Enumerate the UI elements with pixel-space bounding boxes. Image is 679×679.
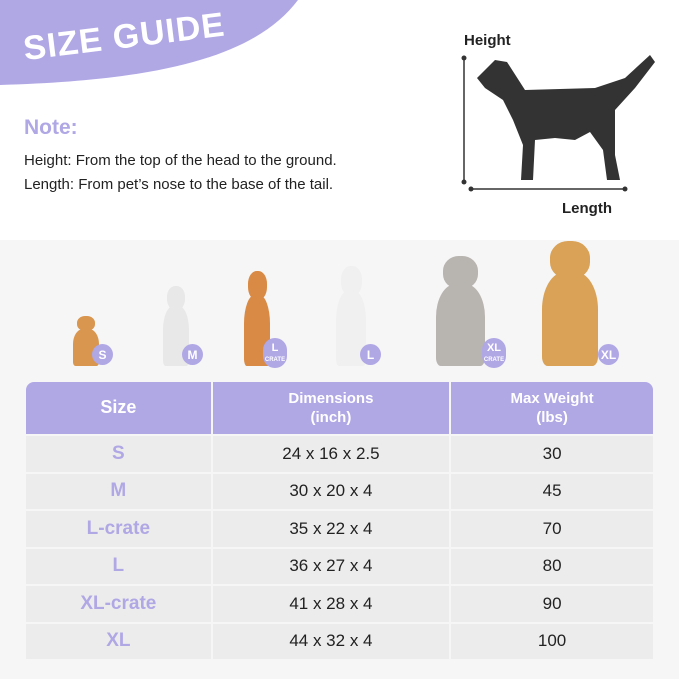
dog-photo: L CRATE xyxy=(238,271,287,368)
size-badge: L xyxy=(360,344,381,365)
size-badge-label: XL xyxy=(486,342,502,354)
weight-header-unit: (lbs) xyxy=(536,409,568,426)
weight-cell: 80 xyxy=(451,548,653,584)
weight-cell: 100 xyxy=(451,623,653,659)
dog-photo: S xyxy=(68,316,113,366)
size-header: Size xyxy=(26,382,211,434)
table-row: L-crate 35 x 22 x 4 70 xyxy=(26,511,653,547)
size-cell: M xyxy=(26,473,211,509)
size-badge: L CRATE xyxy=(263,338,287,368)
dimensions-cell: 41 x 28 x 4 xyxy=(212,586,450,622)
size-badge-label: L xyxy=(271,342,279,354)
dimensions-header: Dimensions (inch) xyxy=(212,382,450,434)
weight-cell: 45 xyxy=(451,473,653,509)
length-label: Length xyxy=(562,200,612,217)
size-cell: L-crate xyxy=(26,511,211,547)
dimensions-header-label: Dimensions xyxy=(288,389,374,407)
weight-header-label: Max Weight xyxy=(510,389,594,407)
weight-header: Max Weight (lbs) xyxy=(451,382,653,434)
size-badge: XL xyxy=(598,344,619,365)
size-cell: XL xyxy=(26,623,211,659)
size-cell: L xyxy=(26,548,211,584)
height-definition: Height: From the top of the head to the … xyxy=(24,152,337,169)
dimensions-cell: 35 x 22 x 4 xyxy=(212,511,450,547)
weight-cell: 70 xyxy=(451,511,653,547)
length-definition: Length: From pet’s nose to the base of t… xyxy=(24,176,334,193)
table-row: M 30 x 20 x 4 45 xyxy=(26,473,653,509)
table-row: S 24 x 16 x 2.5 30 xyxy=(26,436,653,472)
dog-photo: XL xyxy=(530,241,619,366)
table-row: L 36 x 27 x 4 80 xyxy=(26,548,653,584)
weight-cell: 30 xyxy=(451,436,653,472)
size-badge-sublabel: CRATE xyxy=(483,357,505,363)
size-badge: XL CRATE xyxy=(482,338,506,368)
table-row: XL 44 x 32 x 4 100 xyxy=(26,623,653,659)
weight-cell: 90 xyxy=(451,586,653,622)
size-cell: XL-crate xyxy=(26,586,211,622)
dimensions-header-unit: (inch) xyxy=(310,409,352,426)
title-banner xyxy=(0,0,298,85)
size-badge-label: M xyxy=(187,347,198,362)
dog-silhouette-icon xyxy=(461,55,655,192)
dimensions-cell: 36 x 27 x 4 xyxy=(212,548,450,584)
size-badge-sublabel: CRATE xyxy=(264,357,286,363)
size-badge: M xyxy=(182,344,203,365)
dimensions-cell: 44 x 32 x 4 xyxy=(212,623,450,659)
dog-photo: M xyxy=(158,286,203,366)
table-row: XL-crate 41 x 28 x 4 90 xyxy=(26,586,653,622)
size-badge-label: S xyxy=(98,347,107,362)
dimensions-cell: 24 x 16 x 2.5 xyxy=(212,436,450,472)
size-badge-label: L xyxy=(366,347,375,362)
size-badge: S xyxy=(92,344,113,365)
note-label: Note: xyxy=(24,116,78,139)
dog-photo: L xyxy=(330,266,381,366)
size-badge-label: XL xyxy=(600,347,617,362)
height-label: Height xyxy=(464,32,511,49)
size-cell: S xyxy=(26,436,211,472)
dimensions-cell: 30 x 20 x 4 xyxy=(212,473,450,509)
dog-photo: XL CRATE xyxy=(425,256,506,368)
